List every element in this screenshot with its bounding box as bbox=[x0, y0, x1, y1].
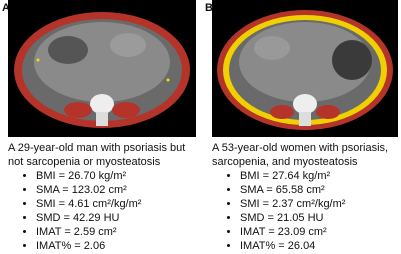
measure: IMAT = 2.59 cm² bbox=[36, 225, 141, 239]
ct-image bbox=[8, 0, 196, 137]
panel-a: A A 29-year-old man with psoriasis but n… bbox=[0, 0, 200, 254]
measure: BMI = 26.70 kg/m² bbox=[36, 169, 141, 183]
measure: IMAT% = 2.06 bbox=[36, 239, 141, 253]
measure: SMA = 65.58 cm² bbox=[240, 183, 345, 197]
measure: SMI = 4.61 cm²/kg/m² bbox=[36, 197, 141, 211]
measure-list: BMI = 27.64 kg/m² SMA = 65.58 cm² SMI = … bbox=[226, 169, 345, 253]
caption: A 29-year-old man with psoriasis but not… bbox=[8, 142, 186, 168]
measure: SMD = 42.29 HU bbox=[36, 211, 141, 225]
measure-list: BMI = 26.70 kg/m² SMA = 123.02 cm² SMI =… bbox=[22, 169, 141, 253]
ct-image bbox=[212, 0, 398, 137]
measure: SMI = 2.37 cm²/kg/m² bbox=[240, 197, 345, 211]
measure: SMD = 21.05 HU bbox=[240, 211, 345, 225]
panel-label: B bbox=[205, 2, 213, 14]
measure: BMI = 27.64 kg/m² bbox=[240, 169, 345, 183]
measure: IMAT% = 26.04 bbox=[240, 239, 345, 253]
caption: A 53-year-old women with psoriasis, sarc… bbox=[212, 142, 389, 168]
measure: IMAT = 23.09 cm² bbox=[240, 225, 345, 239]
panel-label: A bbox=[2, 2, 10, 14]
measure: SMA = 123.02 cm² bbox=[36, 183, 141, 197]
panel-b: B A 53-year-old women with psoriasis, sa… bbox=[203, 0, 401, 254]
